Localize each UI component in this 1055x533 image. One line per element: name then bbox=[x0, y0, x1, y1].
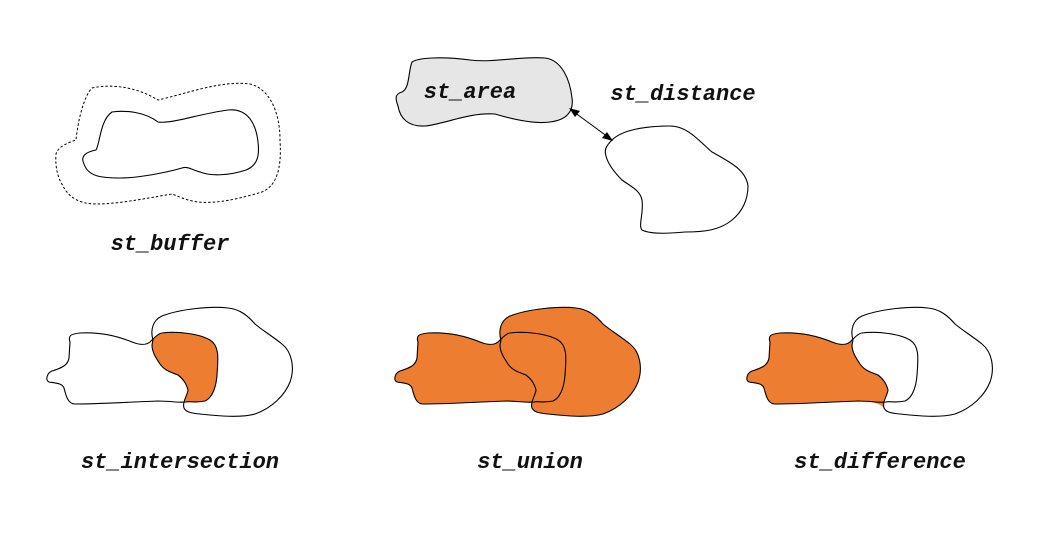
arrowhead-start bbox=[569, 108, 580, 117]
distance-target-shape bbox=[604, 125, 749, 234]
area-shape bbox=[395, 57, 573, 127]
buffer-inner-shape bbox=[82, 109, 260, 179]
buffer-figure bbox=[55, 82, 281, 205]
intersection-region bbox=[152, 332, 218, 408]
intersection-label: st_intersection bbox=[81, 450, 279, 475]
buffer-label: st_buffer bbox=[111, 232, 230, 257]
area-label: st_area bbox=[424, 80, 516, 105]
intersection-figure bbox=[46, 306, 293, 417]
buffer-dashed-outline bbox=[55, 82, 281, 205]
arrowhead-end bbox=[602, 132, 613, 141]
distance-label: st_distance bbox=[610, 82, 755, 107]
union-label: st_union bbox=[477, 450, 583, 475]
difference-label: st_difference bbox=[794, 450, 966, 475]
union-figure bbox=[394, 306, 641, 417]
difference-figure bbox=[746, 306, 993, 417]
distance-arrow bbox=[569, 108, 613, 141]
